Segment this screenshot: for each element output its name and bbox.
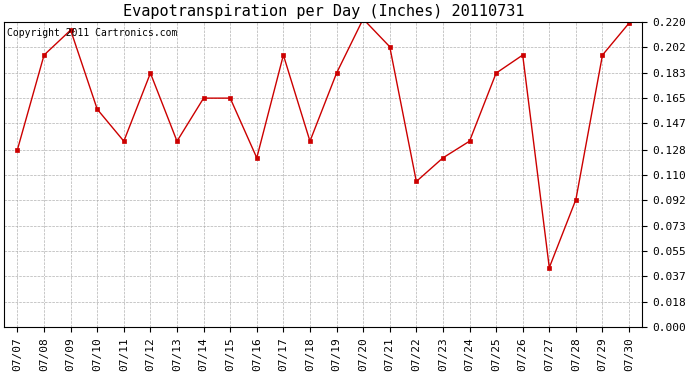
Text: Copyright 2011 Cartronics.com: Copyright 2011 Cartronics.com [8, 28, 178, 38]
Title: Evapotranspiration per Day (Inches) 20110731: Evapotranspiration per Day (Inches) 2011… [123, 4, 524, 19]
